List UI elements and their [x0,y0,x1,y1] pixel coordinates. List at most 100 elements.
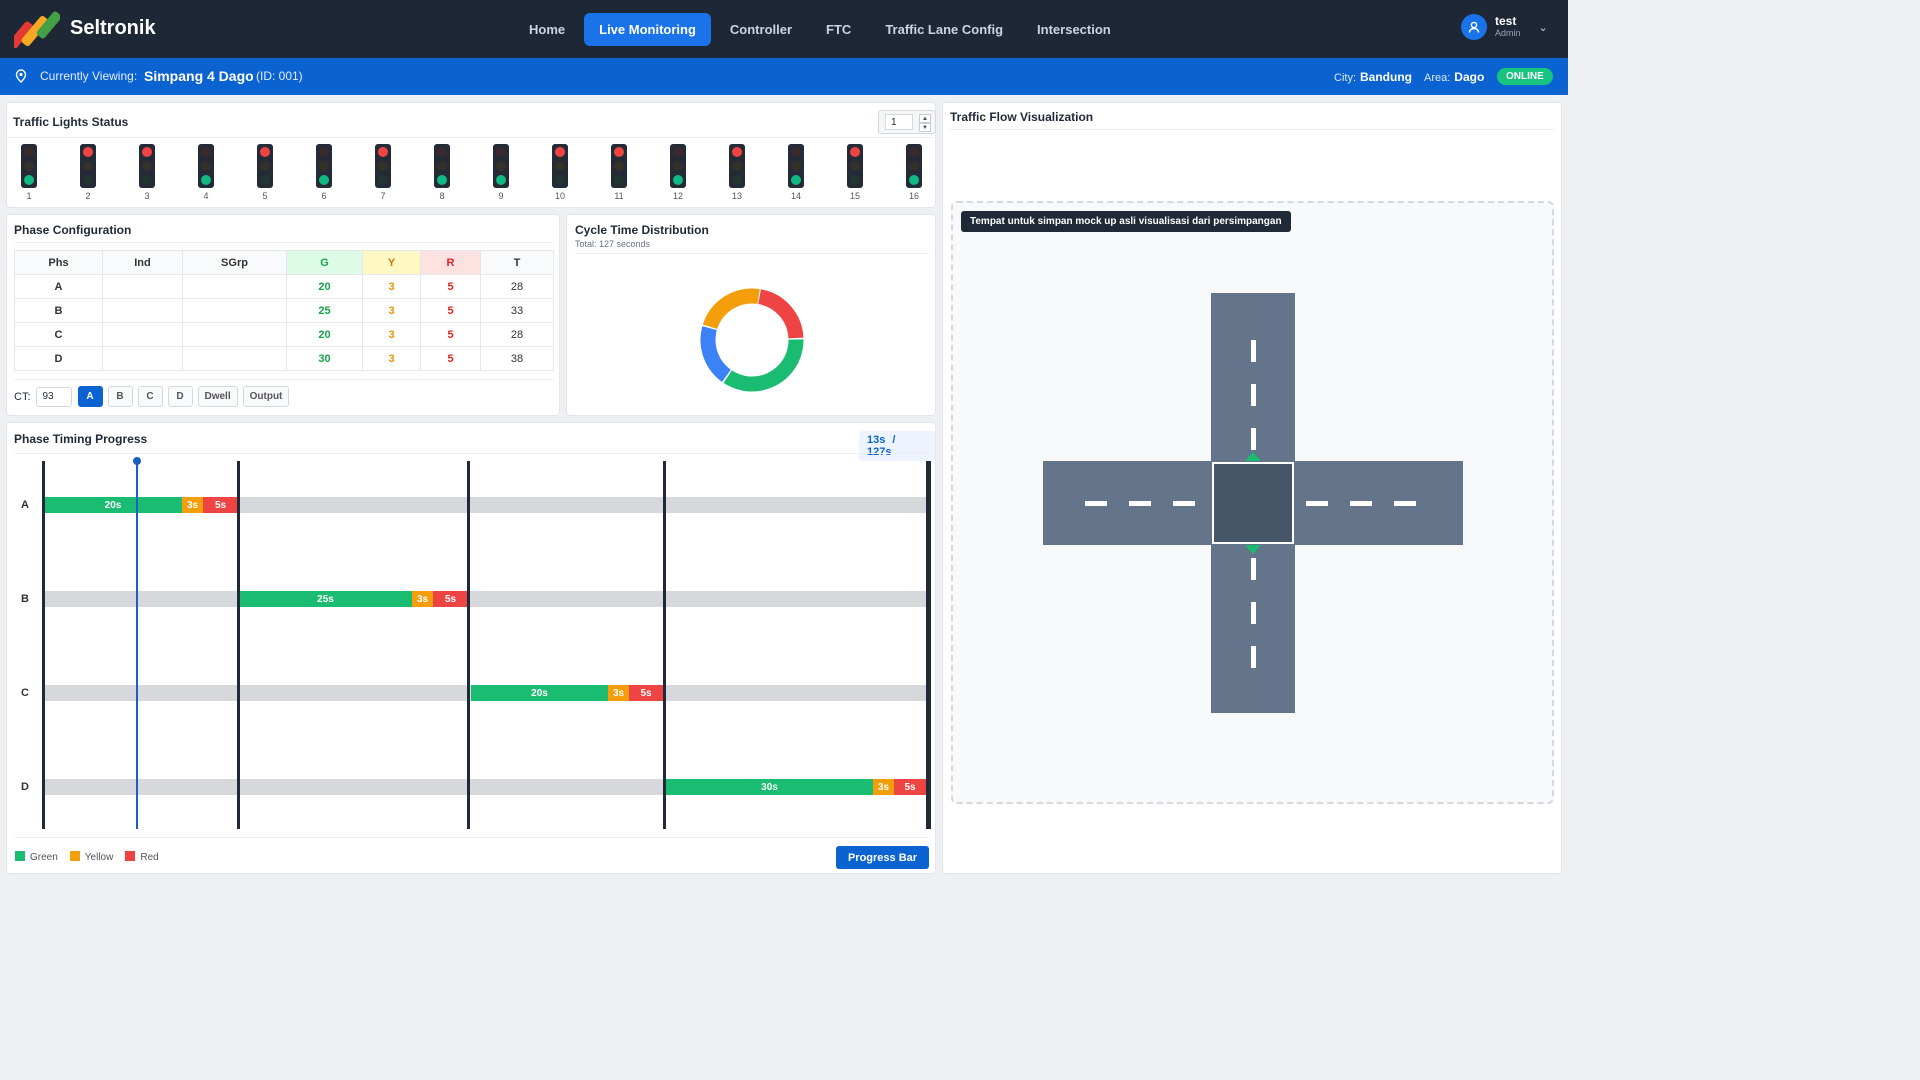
traffic-light-number: 14 [790,191,801,201]
traffic-light-icon [375,144,391,188]
red-lamp [201,147,211,157]
phase-table: Phs Ind SGrp G Y R T A 20 3 5 28 B [14,250,554,371]
traffic-light-number: 3 [144,191,150,201]
traffic-light-13: 13 [727,144,747,201]
green-lamp [791,175,801,185]
phase-d-button[interactable]: D [167,386,193,407]
traffic-light-icon [257,144,273,188]
cell-phase: B [14,298,103,323]
cycle-time-subtitle: Total: 127 seconds [575,239,651,249]
yellow-lamp [791,161,801,171]
ct-input[interactable]: 93 [35,386,72,407]
cell-total: 28 [480,274,554,299]
cell-green: 30 [286,346,363,371]
red-segment: 5s [433,591,468,607]
phase-row-label: B [21,593,29,605]
cell-ind [102,322,183,347]
traffic-light-icon [906,144,922,188]
table-row: D 30 3 5 38 [14,346,554,371]
red-lamp [437,147,447,157]
cell-yellow: 3 [362,298,421,323]
cell-total: 33 [480,298,554,323]
col-phs: Phs [14,250,103,275]
user-menu[interactable]: test Admin ⌄ [1461,14,1548,40]
phase-c-button[interactable]: C [137,386,163,407]
red-swatch-icon [125,851,136,861]
phase-row-label: C [21,687,29,699]
donut-slice-green [700,288,804,392]
red-lamp [614,147,624,157]
traffic-light-number: 8 [439,191,445,201]
time-cursor-handle[interactable] [133,457,141,465]
red-lamp [83,147,93,157]
red-segment: 5s [894,779,926,795]
intersection-name: Simpang 4 Dago [144,68,254,84]
stepper-down-icon[interactable]: ▼ [919,123,931,132]
cell-sgrp [182,274,287,299]
nav-home[interactable]: Home [529,22,566,37]
phase-b-button[interactable]: B [107,386,133,407]
divider [14,242,554,243]
north-arrow-icon [1245,452,1261,461]
traffic-light-1: 1 [19,144,39,201]
seltronik-logo [14,11,60,48]
table-header-row: Phs Ind SGrp G Y R T [14,250,554,275]
nav-intersection[interactable]: Intersection [1037,22,1111,37]
red-lamp [24,147,34,157]
traffic-flow-card: Traffic Flow Visualization Tempat untuk … [942,102,1562,874]
progress-bar-button[interactable]: Progress Bar [836,846,929,869]
cell-red: 5 [420,322,481,347]
cell-sgrp [182,322,287,347]
yellow-lamp [673,161,683,171]
traffic-light-number: 2 [85,191,91,201]
traffic-light-number: 5 [262,191,268,201]
legend-label: Yellow [84,852,114,863]
ct-label: CT: [14,390,31,403]
area-info: Area: Dago [1424,70,1484,84]
junction-box [1212,462,1294,544]
cycle-timer: 13s / 127s [859,431,935,461]
dwell-button[interactable]: Dwell [197,386,238,407]
green-lamp [909,175,919,185]
timer-total: 127s [867,446,892,458]
traffic-light-number: 11 [614,191,624,201]
phase-configuration-title: Phase Configuration [14,223,132,237]
nav-controller[interactable]: Controller [729,22,793,37]
red-lamp [909,147,919,157]
main-nav: Home Live Monitoring Controller FTC Traf… [514,13,1126,46]
traffic-light-number: 10 [554,191,565,201]
time-cursor-line[interactable] [136,461,138,829]
traffic-lights-title: Traffic Lights Status [13,115,129,129]
traffic-light-15: 15 [845,144,865,201]
chevron-down-icon[interactable]: ⌄ [1538,21,1548,34]
yellow-lamp [850,161,860,171]
cell-red: 5 [420,298,481,323]
green-lamp [142,175,152,185]
table-row: A 20 3 5 28 [14,274,554,299]
nav-ftc[interactable]: FTC [826,22,852,37]
green-lamp [378,175,388,185]
col-total: T [480,250,554,275]
green-lamp [496,175,506,185]
green-segment: 25s [239,591,412,607]
cycle-time-card: Cycle Time Distribution Total: 127 secon… [566,214,936,416]
nav-traffic-lane-config[interactable]: Traffic Lane Config [885,22,1004,37]
intersection-mockup-area: Tempat untuk simpan mock up asli visuali… [951,201,1554,804]
traffic-light-icon [788,144,804,188]
mockup-placeholder-note: Tempat untuk simpan mock up asli visuali… [961,211,1291,232]
red-segment: 5s [203,497,238,513]
stepper-up-icon[interactable]: ▲ [919,114,931,123]
light-group-selector[interactable]: 1 ▲ ▼ [878,110,936,134]
phase-boundary-line [663,461,666,829]
col-yellow: Y [362,250,421,275]
green-lamp [83,175,93,185]
light-group-value[interactable]: 1 [885,114,913,130]
red-lamp [555,147,565,157]
traffic-light-icon [316,144,332,188]
red-lamp [850,147,860,157]
cell-green: 20 [286,322,363,347]
phase-a-button[interactable]: A [77,386,103,407]
legend-label: Red [140,852,159,863]
output-button[interactable]: Output [242,386,290,407]
nav-live-monitoring[interactable]: Live Monitoring [584,13,711,46]
